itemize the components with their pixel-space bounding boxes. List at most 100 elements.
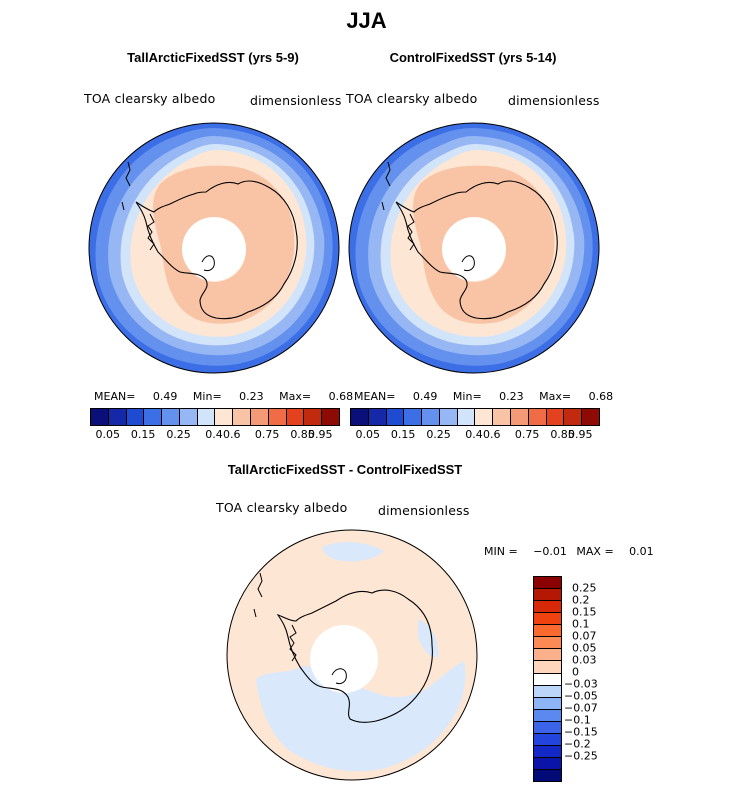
diff-stats: MIN = −0.01 MAX = 0.01 — [484, 545, 654, 558]
colorbar-tick-label: −0.1 — [564, 713, 591, 727]
diff-max-value: 0.01 — [629, 545, 654, 558]
colorbar-swatch — [534, 770, 561, 782]
colorbar-swatch — [534, 709, 561, 722]
colorbar-swatch — [534, 625, 561, 638]
coastline — [276, 589, 433, 723]
colorbar-swatch — [386, 409, 405, 425]
min-label: Min= — [192, 390, 222, 403]
mean-label: MEAN= — [354, 390, 396, 403]
ice-core — [153, 165, 295, 324]
colorbar-swatch — [439, 409, 458, 425]
panel2-variable: TOA clearsky albedo — [346, 91, 478, 106]
colorbar-tick-label: 0.1 — [572, 617, 590, 631]
ice-core — [413, 165, 555, 324]
mean-value: 0.49 — [412, 390, 438, 403]
diff-negative-region — [256, 661, 466, 772]
colorbar-swatch — [534, 685, 561, 698]
colorbar-swatch — [351, 409, 369, 425]
colorbar-swatch — [493, 409, 512, 425]
colorbar-tick-label: 0.2 — [572, 593, 590, 607]
panel1-polar-map — [88, 122, 340, 374]
colorbar-swatch — [534, 637, 561, 650]
colorbar-swatch — [162, 409, 180, 425]
colorbar-swatch — [534, 697, 561, 710]
colorbar-tick-label: 0.4 — [205, 428, 223, 441]
colorbar-swatch — [564, 409, 583, 425]
diff-title: TallArcticFixedSST - ControlFixedSST — [227, 462, 463, 477]
max-label: Max= — [539, 390, 572, 403]
colorbar-swatch — [528, 409, 547, 425]
colorbar-swatch — [286, 409, 305, 425]
panel1-colorbar — [90, 408, 340, 426]
diff-min-value: −0.01 — [533, 545, 567, 558]
colorbar-tick-label: 0.6 — [222, 428, 241, 441]
colorbar-tick-label: 0.85 — [550, 428, 575, 441]
colorbar-swatch — [233, 409, 252, 425]
colorbar-tick-label: 0.95 — [308, 428, 333, 441]
min-value: 0.23 — [239, 390, 264, 403]
colorbar-tick-label: −0.05 — [564, 689, 598, 703]
panel2-title: ControlFixedSST (yrs 5-14) — [389, 50, 557, 65]
colorbar-swatch — [368, 409, 387, 425]
pole-hole — [442, 217, 506, 281]
diff-min-label: MIN = — [484, 545, 518, 558]
colorbar-swatch — [582, 409, 599, 425]
colorbar-swatch — [534, 649, 561, 662]
panel1-title: TallArcticFixedSST (yrs 5-9) — [127, 50, 299, 65]
colorbar-swatch — [108, 409, 127, 425]
colorbar-tick-label: 0.85 — [290, 428, 315, 441]
panel1-units: dimensionless — [250, 93, 342, 108]
diff-units: dimensionless — [378, 503, 470, 518]
colorbar-tick-label: −0.25 — [564, 749, 598, 763]
colorbar-tick-label: −0.2 — [564, 737, 591, 751]
coastline — [135, 180, 298, 320]
colorbar-swatch — [304, 409, 323, 425]
colorbar-swatch — [511, 409, 529, 425]
colorbar-tick-label: 0.15 — [390, 428, 416, 441]
colorbar-tick-label: 0.4 — [465, 428, 483, 441]
colorbar-swatch — [534, 673, 561, 686]
colorbar-tick-label: 0.95 — [568, 428, 593, 441]
colorbar-swatch — [534, 589, 561, 602]
colorbar-tick-label: −0.15 — [564, 725, 598, 739]
colorbar-swatch — [457, 409, 476, 425]
diff-polar-map — [226, 529, 478, 781]
coastline — [395, 180, 558, 320]
colorbar-swatch — [534, 601, 561, 614]
colorbar-swatch — [534, 721, 561, 734]
colorbar-swatch — [404, 409, 423, 425]
diff-negative-patch — [418, 619, 439, 658]
panel2-units: dimensionless — [508, 93, 600, 108]
diff-colorbar-labels: 0.25 0.2 0.15 0.1 0.07 0.05 0.03 0 −0.03 −0.05 −0.… — [564, 576, 624, 780]
colorbar-tick-label: 0.15 — [572, 605, 597, 619]
colorbar-tick-label: 0.05 — [355, 428, 380, 441]
panel2-colorbar — [350, 408, 600, 426]
pole-hole — [310, 625, 378, 693]
colorbar-swatch — [422, 409, 440, 425]
pole-hole — [182, 217, 246, 281]
colorbar-swatch — [215, 409, 234, 425]
diff-negative-patch — [322, 542, 384, 562]
colorbar-swatch — [144, 409, 163, 425]
colorbar-swatch — [546, 409, 565, 425]
colorbar-tick-label: 0.25 — [572, 581, 597, 595]
colorbar-swatch — [197, 409, 216, 425]
colorbar-swatch — [534, 661, 561, 674]
colorbar-tick-label: 0 — [572, 665, 579, 679]
colorbar-tick-label: 0.75 — [254, 428, 280, 441]
colorbar-swatch — [322, 409, 339, 425]
mean-label: MEAN= — [94, 390, 136, 403]
colorbar-swatch — [251, 409, 269, 425]
diff-variable: TOA clearsky albedo — [216, 500, 348, 515]
min-label: Min= — [452, 390, 482, 403]
colorbar-tick-label: 0.6 — [482, 428, 501, 441]
colorbar-swatch — [534, 613, 561, 626]
max-value: 0.68 — [588, 390, 614, 403]
min-value: 0.23 — [499, 390, 524, 403]
colorbar-swatch — [179, 409, 198, 425]
panel2-stats: MEAN= 0.49 Min= 0.23 Max= 0.68 — [354, 390, 613, 403]
colorbar-tick-label: 0.03 — [572, 653, 597, 667]
colorbar-swatch — [534, 733, 561, 746]
colorbar-tick-label: 0.75 — [514, 428, 540, 441]
max-value: 0.68 — [328, 390, 354, 403]
